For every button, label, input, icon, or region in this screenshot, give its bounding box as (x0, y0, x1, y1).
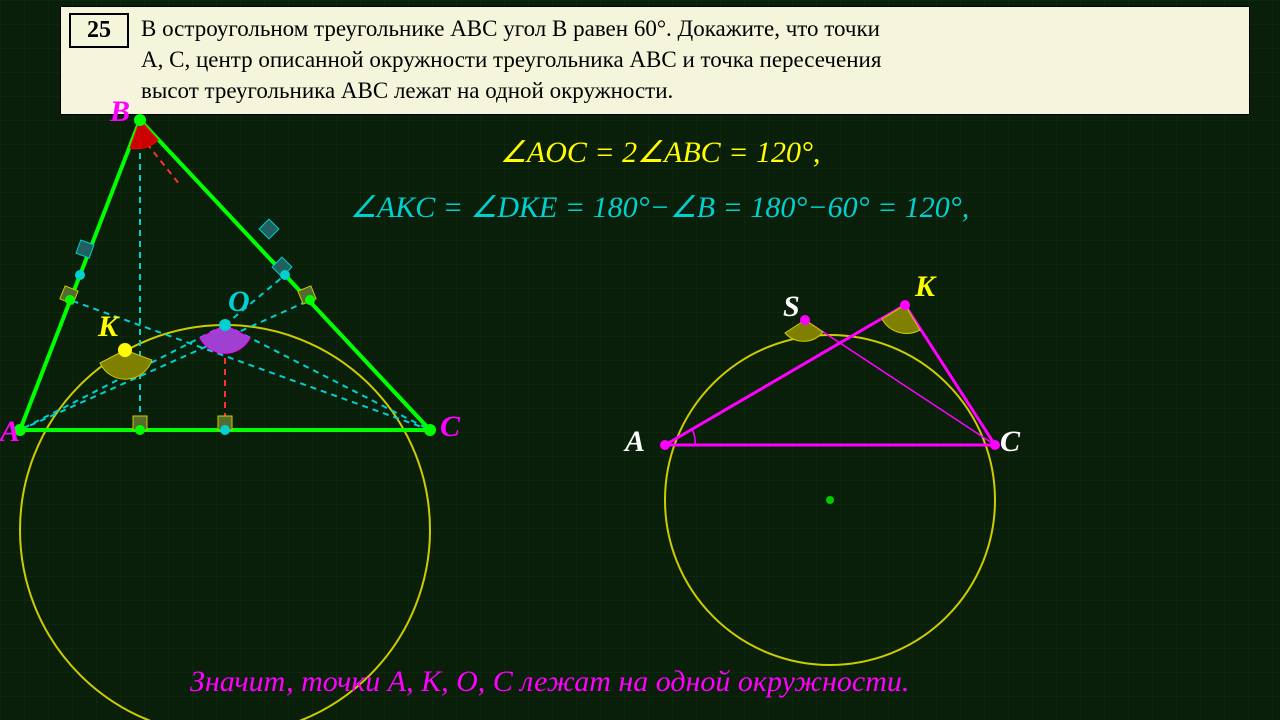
vertex-a-right (660, 440, 670, 450)
center-right (826, 496, 834, 504)
mid-ab (75, 270, 85, 280)
foot-1 (305, 295, 315, 305)
vertex-c (424, 424, 436, 436)
label-a-right: A (625, 425, 645, 459)
vertex-b (134, 114, 146, 126)
vertex-s-right (800, 315, 810, 325)
triangle-akc-right (665, 305, 995, 445)
label-a-left: A (0, 415, 20, 449)
label-o-left: O (228, 285, 250, 319)
point-k (118, 343, 132, 357)
mid-bc (280, 270, 290, 280)
label-k-right: K (915, 270, 935, 304)
point-o (219, 319, 231, 331)
label-c-left: C (440, 410, 460, 444)
label-b-left: B (110, 95, 130, 129)
equation-aoc: ∠AOC = 2∠ABC = 120°, (500, 135, 820, 170)
vertex-c-right (990, 440, 1000, 450)
line-sc (805, 320, 995, 445)
foot-3 (135, 425, 145, 435)
mid-ac (220, 425, 230, 435)
figure-right (560, 230, 1060, 690)
conclusion-text: Значит, точки A, K, O, C лежат на одной … (190, 665, 909, 699)
right-angle-5 (259, 219, 279, 239)
label-k-left: K (98, 310, 118, 344)
label-c-right: C (1000, 425, 1020, 459)
foot-2 (65, 295, 75, 305)
label-s-right: S (783, 290, 800, 324)
figure-left (0, 0, 500, 720)
vertex-k-right (900, 300, 910, 310)
line-oc (225, 325, 430, 430)
